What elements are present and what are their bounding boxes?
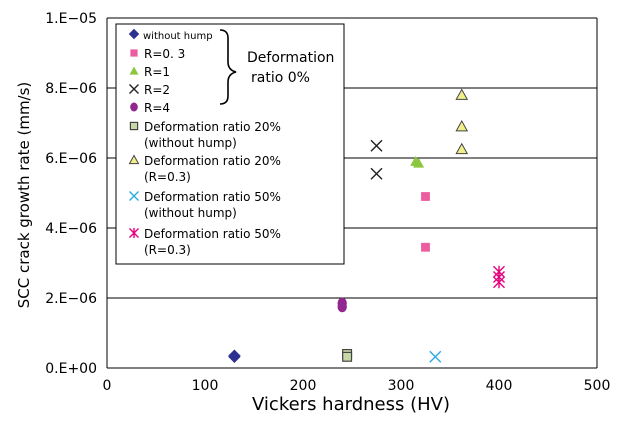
legend-label: (without hump) xyxy=(144,136,237,150)
legend-label: Deformation ratio 20% xyxy=(144,154,281,168)
legend-marker xyxy=(129,228,139,238)
data-point xyxy=(493,276,505,289)
y-tick-label: 6.E−06 xyxy=(45,151,97,167)
x-tick-label: 0 xyxy=(103,378,112,394)
legend-label: Deformation ratio 50% xyxy=(144,190,281,204)
legend: without hump R=0. 3 R=1 R=2 R=4 Deformation r… xyxy=(115,23,345,265)
legend-label: R=2 xyxy=(144,83,170,97)
axes xyxy=(106,18,598,369)
legend-label: (R=0.3) xyxy=(144,170,191,184)
data-point xyxy=(337,301,347,313)
x-tick-label: 500 xyxy=(584,378,611,394)
y-tick-label: 1.E−05 xyxy=(45,11,97,27)
legend-marker xyxy=(130,49,138,57)
data-point xyxy=(370,139,383,152)
x-tick-label: 200 xyxy=(290,378,317,394)
legend-annotation: Deformation xyxy=(247,50,334,66)
legend-marker xyxy=(130,102,138,112)
x-tick-label: 100 xyxy=(192,378,219,394)
legend-label: (without hump) xyxy=(144,206,237,220)
data-points xyxy=(228,88,505,364)
legend-box xyxy=(115,23,345,265)
x-tick-labels: 0 100 200 300 400 500 xyxy=(103,378,611,394)
legend-marker xyxy=(129,191,139,201)
legend-label: (R=0.3) xyxy=(144,243,191,257)
data-point xyxy=(455,142,469,155)
y-tick-label: 8.E−06 xyxy=(45,81,97,97)
y-tick-label: 0.E+00 xyxy=(45,361,97,377)
legend-label: R=1 xyxy=(144,65,170,79)
legend-annotation: ratio 0% xyxy=(251,70,310,86)
legend-label: R=0. 3 xyxy=(144,47,185,61)
data-point xyxy=(429,350,442,363)
legend-marker xyxy=(129,121,139,131)
data-point xyxy=(228,350,241,364)
x-tick-label: 300 xyxy=(388,378,415,394)
y-tick-labels: 0.E+00 2.E−06 4.E−06 6.E−06 8.E−06 1.E−05 xyxy=(45,11,97,377)
data-point xyxy=(421,242,430,252)
data-point xyxy=(342,351,353,362)
data-point xyxy=(421,192,430,201)
legend-label: Deformation ratio 50% xyxy=(144,227,281,241)
x-axis-label: Vickers hardness (HV) xyxy=(252,394,450,415)
legend-marker xyxy=(129,66,139,75)
legend-label: R=4 xyxy=(144,101,170,115)
legend-brace xyxy=(219,29,237,105)
y-tick-label: 2.E−06 xyxy=(45,291,97,307)
data-point xyxy=(455,88,469,100)
data-point xyxy=(413,157,425,168)
legend-marker xyxy=(129,84,139,94)
data-point xyxy=(455,119,469,132)
legend-marker xyxy=(128,28,140,40)
y-axis-label: SCC crack growth rate (mm/s) xyxy=(15,82,33,309)
legend-marker xyxy=(128,154,140,165)
data-point xyxy=(370,167,383,180)
legend-label: without hump xyxy=(143,31,213,42)
legend-label: Deformation ratio 20% xyxy=(144,120,281,134)
y-tick-label: 4.E−06 xyxy=(45,221,97,237)
x-tick-label: 400 xyxy=(486,378,513,394)
